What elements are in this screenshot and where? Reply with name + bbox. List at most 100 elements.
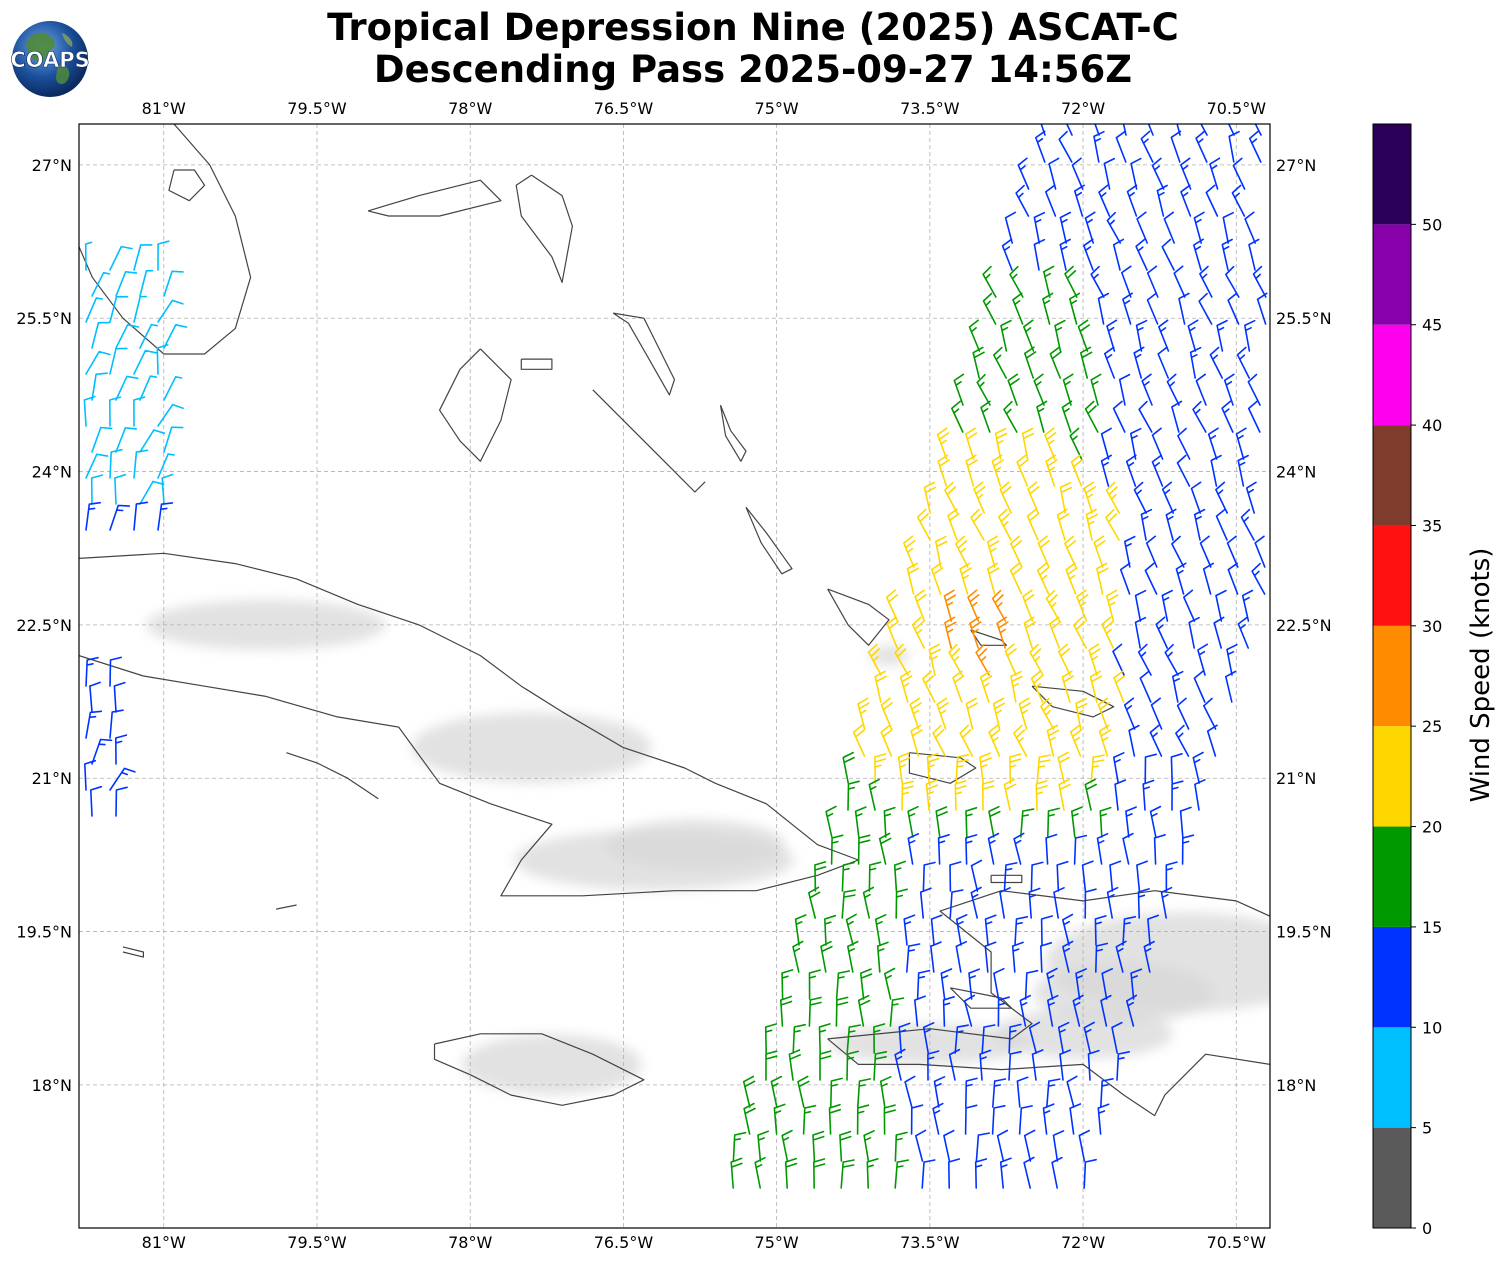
wind-barb bbox=[911, 616, 925, 649]
wind-barb bbox=[830, 1077, 843, 1108]
wind-barb bbox=[1199, 535, 1212, 568]
logo-text: COAPS bbox=[10, 48, 89, 72]
wind-barb bbox=[1126, 184, 1138, 217]
wind-barb bbox=[984, 914, 997, 946]
wind-barb bbox=[922, 1022, 935, 1054]
wind-barb bbox=[1139, 670, 1152, 703]
wind-barb bbox=[1100, 994, 1112, 1027]
longitude-tick-label: 78°W bbox=[448, 99, 492, 118]
wind-barb bbox=[857, 834, 871, 865]
wind-barb bbox=[1065, 124, 1073, 136]
wind-barb bbox=[133, 349, 157, 375]
wind-barb bbox=[1151, 157, 1165, 190]
wind-barb bbox=[1040, 124, 1046, 136]
wind-barb bbox=[133, 244, 153, 271]
longitude-tick-label: 70.5°W bbox=[1207, 99, 1267, 118]
wind-barb bbox=[1138, 400, 1153, 433]
terrain-blob bbox=[145, 599, 386, 650]
cuba-south bbox=[79, 655, 859, 897]
wind-barb bbox=[1190, 481, 1202, 514]
wind-barb bbox=[1133, 346, 1145, 379]
wind-barb bbox=[1203, 697, 1217, 730]
wind-barb bbox=[909, 697, 922, 730]
wind-barb bbox=[1227, 292, 1240, 325]
wind-barb bbox=[965, 834, 978, 865]
wind-barb bbox=[115, 375, 139, 401]
wind-barb bbox=[1010, 535, 1023, 568]
wind-barb bbox=[845, 913, 857, 946]
wind-barb bbox=[901, 780, 914, 811]
wind-barb bbox=[1009, 753, 1022, 784]
wind-barb bbox=[1113, 670, 1126, 703]
wind-barb bbox=[979, 670, 993, 703]
wind-barb bbox=[1074, 184, 1085, 217]
wind-barb bbox=[965, 807, 978, 838]
wind-barb bbox=[1083, 481, 1096, 514]
wind-barb bbox=[85, 453, 109, 479]
wind-barb bbox=[109, 245, 133, 271]
wind-barb bbox=[1021, 427, 1035, 460]
wind-barb bbox=[808, 996, 822, 1027]
earth-globe-icon bbox=[12, 21, 88, 97]
wind-barb bbox=[1122, 832, 1134, 865]
wind-barb bbox=[1096, 562, 1109, 595]
wind-barb bbox=[1075, 968, 1087, 1000]
colorbar-tick-label: 15 bbox=[1422, 918, 1442, 937]
wind-barb bbox=[893, 860, 906, 892]
wind-barb bbox=[84, 759, 97, 791]
wind-barb bbox=[863, 1130, 875, 1162]
wind-barb bbox=[1144, 753, 1157, 784]
colorbar-tick-label: 35 bbox=[1422, 516, 1442, 535]
wind-barb bbox=[1066, 1075, 1078, 1108]
wind-barb bbox=[1166, 373, 1180, 406]
wind-barb bbox=[969, 616, 982, 649]
wind-barb bbox=[109, 709, 124, 739]
wind-barb bbox=[879, 1076, 892, 1108]
wind-barb bbox=[1100, 427, 1112, 460]
wind-barb bbox=[991, 1105, 1006, 1135]
wind-barb bbox=[1029, 643, 1044, 676]
wind-barb bbox=[1057, 1021, 1070, 1054]
wind-barb bbox=[1101, 616, 1114, 649]
wind-barb bbox=[949, 861, 962, 892]
wind-barb bbox=[1084, 778, 1097, 811]
eleuthera bbox=[612, 312, 676, 396]
wind-barb bbox=[113, 681, 126, 713]
wind-barb bbox=[1176, 697, 1190, 730]
wind-barb bbox=[916, 969, 931, 1000]
wind-barb bbox=[1078, 1129, 1090, 1162]
long-island bbox=[745, 506, 793, 575]
wind-barb bbox=[984, 941, 997, 973]
wind-barb bbox=[1045, 454, 1058, 487]
wind-barb bbox=[1036, 754, 1051, 784]
cuba-north bbox=[79, 552, 859, 861]
wind-barb bbox=[732, 1131, 747, 1162]
wind-barb bbox=[1171, 400, 1183, 433]
wind-barb bbox=[1140, 508, 1153, 541]
wind-barb bbox=[90, 785, 103, 817]
wind-barb bbox=[999, 887, 1011, 919]
wind-barb bbox=[859, 968, 873, 1000]
wind-barb bbox=[886, 616, 899, 649]
wind-barb bbox=[1084, 400, 1099, 433]
wind-barb bbox=[968, 968, 980, 1000]
latitude-tick-label: 19.5°N bbox=[1276, 923, 1332, 942]
wind-barb bbox=[874, 753, 887, 784]
colorbar-bin bbox=[1373, 1027, 1411, 1128]
wind-barb bbox=[873, 1051, 888, 1081]
grand-bahama bbox=[367, 179, 502, 217]
wind-barb bbox=[839, 1130, 852, 1162]
wind-barb bbox=[937, 834, 950, 865]
longitude-tick-label: 75°W bbox=[755, 99, 799, 118]
wind-barb bbox=[955, 535, 969, 568]
latitude-labels-right: 27°N 25.5°N 24°N 22.5°N 21°N 19.5°N 18°N bbox=[1276, 156, 1332, 1095]
wind-barb bbox=[139, 375, 158, 401]
colorbar-tick-label: 30 bbox=[1422, 617, 1442, 636]
wind-barb bbox=[1209, 346, 1223, 379]
wind-barb bbox=[781, 1129, 793, 1162]
wind-barb bbox=[986, 535, 1000, 568]
wind-barb bbox=[846, 1050, 859, 1081]
wind-barb bbox=[133, 295, 147, 323]
wind-barb bbox=[852, 724, 866, 757]
wind-barb bbox=[987, 562, 1000, 595]
